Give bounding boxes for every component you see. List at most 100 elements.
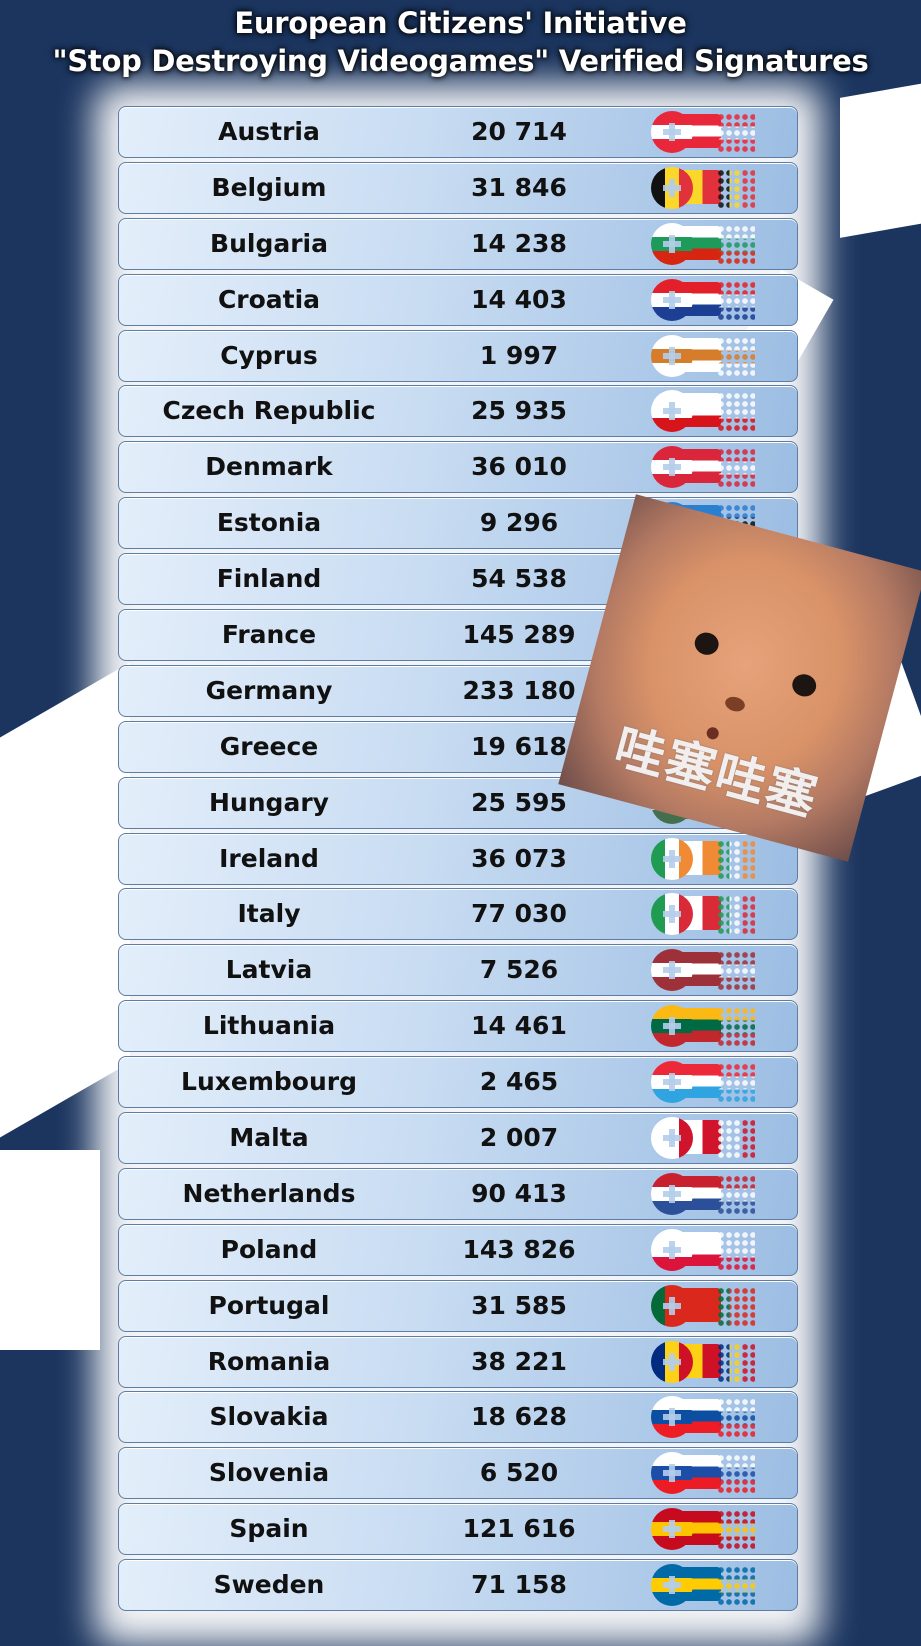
table-row: Bulgaria 14 238 <box>118 217 798 270</box>
flag-controller-icon <box>651 1172 757 1217</box>
signature-count: 7 526 <box>479 955 559 985</box>
table-row: Denmark 36 010 <box>118 441 798 494</box>
flag-controller-icon <box>651 1452 757 1496</box>
signature-count: 19 618 <box>471 731 567 761</box>
country-name: Slovenia <box>208 1458 330 1488</box>
country-name: Netherlands <box>182 1178 356 1208</box>
country-name: Finland <box>216 564 322 594</box>
table-row: Slovenia 6 520 <box>118 1447 798 1500</box>
controller-grip <box>651 446 693 489</box>
signature-count: 9 296 <box>479 508 559 538</box>
country-name: Poland <box>220 1234 318 1264</box>
signature-count: 233 180 <box>462 675 576 705</box>
signature-count: 54 538 <box>471 564 567 594</box>
table-row: Portugal 31 585 <box>118 1279 798 1332</box>
table-row: Spain 121 616 <box>118 1503 798 1556</box>
dpad-icon <box>663 290 681 309</box>
signature-count: 25 595 <box>471 787 567 817</box>
signature-count: 143 826 <box>462 1234 576 1264</box>
pixel-fragments <box>717 1007 755 1048</box>
table-row: Poland 143 826 <box>118 1223 798 1276</box>
country-name: Italy <box>237 899 301 929</box>
flag-controller-icon <box>651 1508 757 1552</box>
dpad-icon <box>663 1073 681 1092</box>
signature-count: 25 935 <box>471 396 567 426</box>
table-row: Netherlands 90 413 <box>118 1167 798 1220</box>
controller-grip <box>651 334 693 377</box>
country-name: Latvia <box>225 955 313 985</box>
table-row: Belgium 31 846 <box>118 161 798 214</box>
country-name: Sweden <box>213 1570 325 1600</box>
pixel-fragments <box>717 168 755 209</box>
flag-controller-icon <box>651 1117 757 1161</box>
flag-controller-icon <box>651 1340 757 1385</box>
page-title: European Citizens' Initiative "Stop Dest… <box>0 4 921 80</box>
signature-count: 2 007 <box>479 1123 559 1153</box>
pixel-fragments <box>717 839 755 880</box>
country-name: Spain <box>229 1514 309 1544</box>
controller-grip <box>651 1284 693 1327</box>
controller-grip <box>651 1228 693 1271</box>
controller-grip <box>651 1340 693 1383</box>
dpad-icon <box>663 1352 681 1371</box>
pixel-fragments <box>717 1566 755 1607</box>
controller-grip <box>651 111 693 153</box>
dpad-icon <box>663 1520 681 1539</box>
controller-grip <box>651 1564 693 1607</box>
pixel-fragments <box>717 1286 755 1327</box>
signature-count: 145 289 <box>462 620 576 650</box>
flag-controller-icon <box>651 446 757 490</box>
dpad-icon <box>663 1240 681 1259</box>
dpad-icon <box>663 1017 681 1036</box>
country-name: Austria <box>218 117 320 146</box>
flag-controller-icon <box>651 837 757 882</box>
signature-count: 71 158 <box>471 1570 567 1600</box>
country-name: Romania <box>207 1346 331 1376</box>
signature-count: 77 030 <box>471 899 567 929</box>
table-row: Malta 2 007 <box>118 1112 798 1165</box>
signature-count: 6 520 <box>479 1458 559 1488</box>
pixel-fragments <box>717 1398 755 1439</box>
country-name: Germany <box>205 675 333 705</box>
signature-count: 31 846 <box>471 172 567 202</box>
controller-grip <box>651 1061 693 1104</box>
flag-controller-icon <box>651 278 757 323</box>
country-name: Croatia <box>217 284 321 314</box>
country-name: Slovakia <box>209 1402 329 1432</box>
dpad-icon <box>663 1464 681 1483</box>
pixel-fragments <box>717 336 755 377</box>
sticker-nose <box>723 694 747 714</box>
table-row: Croatia 14 403 <box>118 273 798 326</box>
country-name: Bulgaria <box>210 228 328 258</box>
sticker-eye <box>789 671 819 700</box>
signature-count: 31 585 <box>471 1290 567 1320</box>
controller-grip <box>651 1005 693 1048</box>
flag-controller-icon <box>651 390 757 434</box>
country-name: Ireland <box>219 843 319 873</box>
country-name: Lithuania <box>202 1011 336 1041</box>
country-name: Hungary <box>209 787 329 817</box>
sticker-eye <box>692 629 722 658</box>
country-name: Denmark <box>205 452 333 482</box>
pixel-fragments <box>717 1342 755 1383</box>
table-row: Latvia 7 526 <box>118 944 798 997</box>
controller-grip <box>651 1452 693 1495</box>
dpad-icon <box>663 1296 681 1315</box>
signature-count: 18 628 <box>471 1402 567 1432</box>
country-name: Cyprus <box>220 340 318 370</box>
pixel-fragments <box>717 224 755 265</box>
controller-grip <box>651 278 693 321</box>
title-line-2: "Stop Destroying Videogames" Verified Si… <box>52 44 869 78</box>
pixel-fragments <box>717 1454 755 1495</box>
dpad-icon <box>663 178 681 197</box>
signature-count: 121 616 <box>462 1514 576 1544</box>
country-name: Belgium <box>211 172 327 202</box>
dpad-icon <box>663 234 681 253</box>
country-name: Estonia <box>216 508 322 538</box>
signature-count: 1 997 <box>479 340 559 370</box>
table-row: Czech Republic 25 935 <box>118 385 798 438</box>
signatures-table: Austria 20 714 Belgium 31 846 Bulgaria 1… <box>118 106 798 1615</box>
flag-controller-icon <box>651 1564 757 1608</box>
background-shape <box>840 82 921 238</box>
table-row: Slovakia 18 628 <box>118 1391 798 1444</box>
